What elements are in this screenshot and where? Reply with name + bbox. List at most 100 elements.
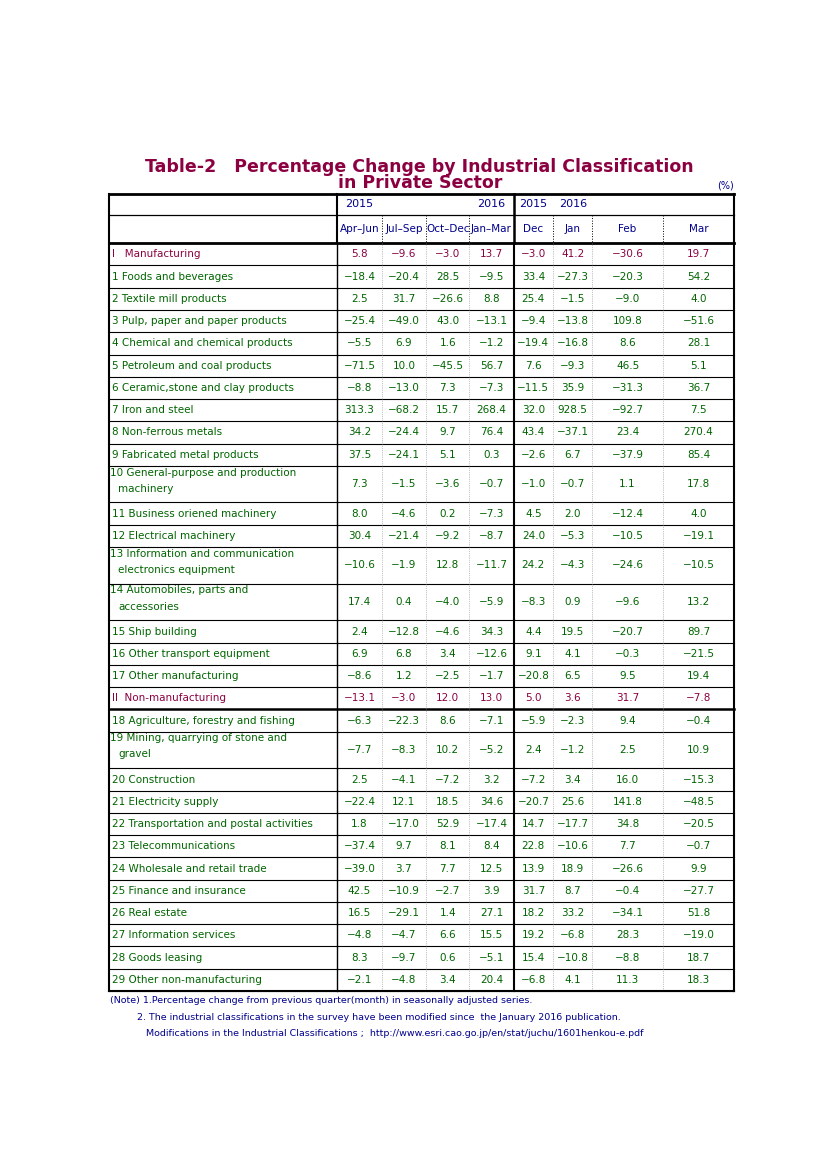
Text: 15.5: 15.5 xyxy=(480,931,503,940)
Text: 10.2: 10.2 xyxy=(436,745,459,755)
Text: II  Non-manufacturing: II Non-manufacturing xyxy=(112,693,226,704)
Text: −2.7: −2.7 xyxy=(435,886,460,895)
Text: −51.6: −51.6 xyxy=(682,316,714,326)
Text: −11.5: −11.5 xyxy=(518,383,550,393)
Text: 0.9: 0.9 xyxy=(564,597,581,607)
Text: 109.8: 109.8 xyxy=(613,316,642,326)
Text: −7.8: −7.8 xyxy=(686,693,711,704)
Text: −20.8: −20.8 xyxy=(518,671,550,682)
Text: 89.7: 89.7 xyxy=(687,627,710,637)
Text: −9.3: −9.3 xyxy=(560,360,586,371)
Text: 24 Wholesale and retail trade: 24 Wholesale and retail trade xyxy=(112,864,266,873)
Text: 20.4: 20.4 xyxy=(480,975,503,984)
Text: −4.3: −4.3 xyxy=(560,560,586,570)
Text: 23.4: 23.4 xyxy=(616,428,640,437)
Text: −3.6: −3.6 xyxy=(435,479,460,489)
Text: 15 Ship building: 15 Ship building xyxy=(112,627,197,637)
Text: −68.2: −68.2 xyxy=(388,406,420,415)
Text: 18.2: 18.2 xyxy=(522,908,545,918)
Text: 0.4: 0.4 xyxy=(396,597,412,607)
Text: −48.5: −48.5 xyxy=(682,797,714,807)
Text: 18.7: 18.7 xyxy=(687,953,710,962)
Text: 34.2: 34.2 xyxy=(348,428,371,437)
Text: 85.4: 85.4 xyxy=(687,450,710,459)
Text: −19.1: −19.1 xyxy=(682,531,714,541)
Text: I   Manufacturing: I Manufacturing xyxy=(112,249,201,260)
Text: accessories: accessories xyxy=(118,602,179,611)
Text: −20.3: −20.3 xyxy=(612,271,644,282)
Text: 3.6: 3.6 xyxy=(564,693,581,704)
Text: 28 Goods leasing: 28 Goods leasing xyxy=(112,953,202,962)
Text: 34.6: 34.6 xyxy=(480,797,503,807)
Text: 2015: 2015 xyxy=(346,199,373,209)
Text: −4.0: −4.0 xyxy=(435,597,460,607)
Text: 9.7: 9.7 xyxy=(439,428,456,437)
Text: 3.4: 3.4 xyxy=(439,975,456,984)
Text: 4.1: 4.1 xyxy=(564,975,581,984)
Text: −9.5: −9.5 xyxy=(479,271,505,282)
Text: −11.7: −11.7 xyxy=(476,560,508,570)
Text: −13.1: −13.1 xyxy=(476,316,508,326)
Text: −1.0: −1.0 xyxy=(521,479,546,489)
Text: 52.9: 52.9 xyxy=(436,819,459,829)
Text: −9.4: −9.4 xyxy=(521,316,546,326)
Text: 22.8: 22.8 xyxy=(522,842,545,851)
Text: 9.7: 9.7 xyxy=(396,842,412,851)
Text: 7.3: 7.3 xyxy=(351,479,368,489)
Text: 16 Other transport equipment: 16 Other transport equipment xyxy=(112,649,269,659)
Text: 36.7: 36.7 xyxy=(687,383,710,393)
Text: 2.0: 2.0 xyxy=(564,509,581,519)
Text: 2.5: 2.5 xyxy=(351,775,368,784)
Text: 54.2: 54.2 xyxy=(687,271,710,282)
Text: 313.3: 313.3 xyxy=(345,406,374,415)
Text: −37.1: −37.1 xyxy=(557,428,589,437)
Text: −4.6: −4.6 xyxy=(391,509,417,519)
Text: 17.8: 17.8 xyxy=(687,479,710,489)
Text: 3 Pulp, paper and paper products: 3 Pulp, paper and paper products xyxy=(112,316,287,326)
Text: 37.5: 37.5 xyxy=(348,450,371,459)
Text: 7.6: 7.6 xyxy=(525,360,541,371)
Text: machinery: machinery xyxy=(118,484,174,493)
Text: 9.9: 9.9 xyxy=(690,864,707,873)
Text: 24.0: 24.0 xyxy=(522,531,545,541)
Text: −5.5: −5.5 xyxy=(346,338,372,348)
Text: −13.0: −13.0 xyxy=(388,383,420,393)
Text: 2015: 2015 xyxy=(519,199,547,209)
Text: −71.5: −71.5 xyxy=(343,360,375,371)
Text: 8.7: 8.7 xyxy=(564,886,581,895)
Text: −0.7: −0.7 xyxy=(479,479,504,489)
Text: 15.4: 15.4 xyxy=(522,953,545,962)
Text: −1.5: −1.5 xyxy=(391,479,417,489)
Text: 1.4: 1.4 xyxy=(439,908,456,918)
Text: −31.3: −31.3 xyxy=(612,383,644,393)
Text: −8.8: −8.8 xyxy=(615,953,640,962)
Text: 16.5: 16.5 xyxy=(348,908,371,918)
Text: 29 Other non-manufacturing: 29 Other non-manufacturing xyxy=(112,975,262,984)
Text: 31.7: 31.7 xyxy=(392,293,415,304)
Text: −10.8: −10.8 xyxy=(557,953,589,962)
Text: −5.9: −5.9 xyxy=(479,597,505,607)
Text: 4.4: 4.4 xyxy=(525,627,541,637)
Text: 34.3: 34.3 xyxy=(480,627,503,637)
Text: 4 Chemical and chemical products: 4 Chemical and chemical products xyxy=(112,338,292,348)
Text: −18.4: −18.4 xyxy=(343,271,375,282)
Text: 12 Electrical machinery: 12 Electrical machinery xyxy=(112,531,235,541)
Text: 1.8: 1.8 xyxy=(351,819,368,829)
Text: −7.2: −7.2 xyxy=(521,775,546,784)
Text: 24.2: 24.2 xyxy=(522,560,545,570)
Text: 19.5: 19.5 xyxy=(561,627,584,637)
Text: −7.2: −7.2 xyxy=(435,775,460,784)
Text: 12.0: 12.0 xyxy=(436,693,459,704)
Text: 7.3: 7.3 xyxy=(439,383,456,393)
Text: 8.6: 8.6 xyxy=(439,715,456,726)
Text: −9.7: −9.7 xyxy=(391,953,417,962)
Text: 34.8: 34.8 xyxy=(616,819,640,829)
Text: −37.9: −37.9 xyxy=(612,450,644,459)
Text: −20.7: −20.7 xyxy=(518,797,550,807)
Text: 43.4: 43.4 xyxy=(522,428,545,437)
Text: Feb: Feb xyxy=(618,224,636,234)
Text: 1.1: 1.1 xyxy=(619,479,636,489)
Text: 18.3: 18.3 xyxy=(687,975,710,984)
Text: 9.4: 9.4 xyxy=(619,715,636,726)
Text: 56.7: 56.7 xyxy=(480,360,503,371)
